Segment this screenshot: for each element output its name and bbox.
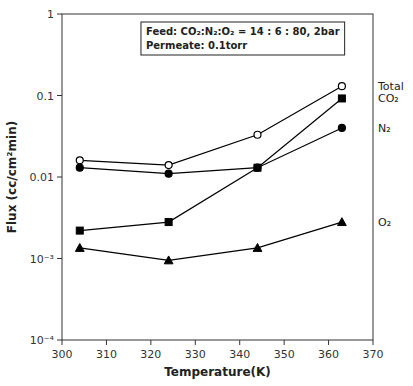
- x-axis-label: Temperature(K): [164, 365, 271, 379]
- series-label: O₂: [378, 216, 391, 229]
- x-tick-label: 310: [96, 348, 117, 361]
- point: [165, 170, 172, 177]
- y-tick-label: 10⁻³: [30, 253, 54, 266]
- x-tick: [150, 340, 151, 345]
- annotation-text: Feed: CO₂:N₂:O₂ = 14 : 6 : 80, 2bar Perme…: [146, 26, 340, 51]
- x-tick-label: 330: [185, 348, 206, 361]
- annotation-line: Permeate: 0.1torr: [146, 40, 247, 51]
- series: [75, 218, 346, 264]
- point: [165, 162, 172, 169]
- point: [254, 131, 261, 138]
- y-tick: [57, 340, 62, 341]
- point: [76, 227, 83, 234]
- point: [253, 244, 262, 252]
- series-label: N₂: [378, 122, 391, 135]
- point: [338, 124, 345, 131]
- line: [80, 86, 342, 165]
- line: [80, 128, 342, 174]
- y-tick: [57, 177, 62, 178]
- x-tick-label: 350: [274, 348, 295, 361]
- chart: 300 310 320 330 340 350 360 370 10⁻⁴ 10⁻³ 0.01 0.1 1…: [0, 0, 413, 386]
- x-tick: [62, 340, 63, 345]
- plot-frame: [62, 14, 373, 340]
- y-tick-label: 0.01: [30, 171, 55, 184]
- annotation-box: [141, 22, 345, 55]
- x-tick: [106, 340, 107, 345]
- point: [254, 164, 261, 171]
- x-tick-label: 300: [52, 348, 73, 361]
- point: [338, 83, 345, 90]
- x-tick: [195, 340, 196, 345]
- x-tick-label: 320: [140, 348, 161, 361]
- y-tick-label: 10⁻⁴: [30, 334, 55, 347]
- y-tick: [57, 258, 62, 259]
- series: [76, 95, 345, 234]
- y-tick-label: 0.1: [37, 90, 55, 103]
- series: [76, 124, 345, 177]
- series-label: CO₂: [378, 92, 399, 105]
- line: [80, 222, 342, 260]
- line: [80, 98, 342, 230]
- point: [338, 95, 345, 102]
- point: [75, 244, 84, 252]
- x-tick-label: 360: [318, 348, 339, 361]
- y-axis-label: Flux (cc/cm²min): [5, 121, 19, 233]
- annotation: Feed: CO₂:N₂:O₂ = 14 : 6 : 80, 2bar Perme…: [141, 22, 345, 55]
- point: [76, 157, 83, 164]
- x-tick-label: 370: [363, 348, 384, 361]
- y-tick-label: 1: [47, 8, 54, 21]
- x-tick: [328, 340, 329, 345]
- x-tick-label: 340: [229, 348, 250, 361]
- axes: 300 310 320 330 340 350 360 370 10⁻⁴ 10⁻³ 0.01 0.1 1: [30, 8, 384, 361]
- y-tick: [57, 95, 62, 96]
- series: [76, 83, 345, 169]
- point: [338, 218, 347, 226]
- point: [165, 219, 172, 226]
- point: [76, 164, 83, 171]
- series-label: Total: [377, 80, 404, 93]
- annotation-line: Feed: CO₂:N₂:O₂ = 14 : 6 : 80, 2bar: [146, 26, 340, 37]
- point: [254, 164, 261, 171]
- y-tick: [57, 14, 62, 15]
- x-tick: [373, 340, 374, 345]
- x-tick: [239, 340, 240, 345]
- plot-area: [75, 83, 346, 264]
- background: [0, 0, 413, 386]
- x-tick: [284, 340, 285, 345]
- point: [164, 256, 173, 264]
